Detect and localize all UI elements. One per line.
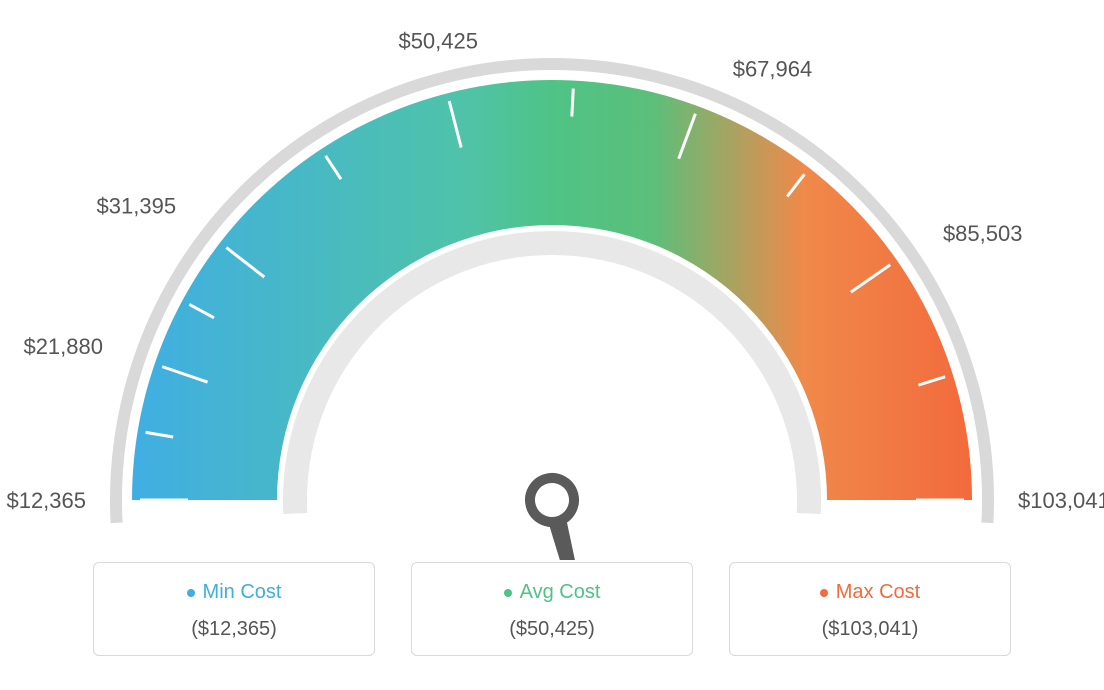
legend-row: Min Cost ($12,365) Avg Cost ($50,425) Max Co… <box>0 562 1104 656</box>
gauge-tick-label: $12,365 <box>6 488 86 513</box>
legend-card-avg: Avg Cost ($50,425) <box>411 562 693 656</box>
gauge-tick-label: $103,041 <box>1018 488 1104 513</box>
gauge-svg: $12,365 $21,880 $31,395 $50,425 $67,964 $85,5… <box>0 0 1104 560</box>
gauge-tick-label: $31,395 <box>97 193 177 218</box>
gauge-tick-label: $21,880 <box>23 334 103 359</box>
gauge-tick-label: $67,964 <box>733 57 813 82</box>
legend-title-min: Min Cost <box>94 581 374 604</box>
legend-title-avg: Avg Cost <box>412 581 692 604</box>
legend-value-min: ($12,365) <box>94 618 374 641</box>
legend-value-max: ($103,041) <box>730 618 1010 641</box>
gauge-tick-label: $85,503 <box>943 221 1023 246</box>
legend-title-text: Min Cost <box>203 581 282 603</box>
legend-value-avg: ($50,425) <box>412 618 692 641</box>
gauge-minor-tick <box>572 89 573 117</box>
legend-bullet-avg <box>504 589 512 597</box>
legend-card-max: Max Cost ($103,041) <box>729 562 1011 656</box>
legend-title-text: Avg Cost <box>520 581 601 603</box>
legend-title-max: Max Cost <box>730 581 1010 604</box>
legend-bullet-max <box>820 589 828 597</box>
legend-bullet-min <box>187 589 195 597</box>
legend-title-text: Max Cost <box>836 581 920 603</box>
gauge-tick-label: $50,425 <box>398 28 478 53</box>
gauge-needle <box>525 473 630 560</box>
gauge-arc <box>132 80 972 500</box>
legend-card-min: Min Cost ($12,365) <box>93 562 375 656</box>
cost-gauge-chart: $12,365 $21,880 $31,395 $50,425 $67,964 $85,5… <box>0 0 1104 690</box>
